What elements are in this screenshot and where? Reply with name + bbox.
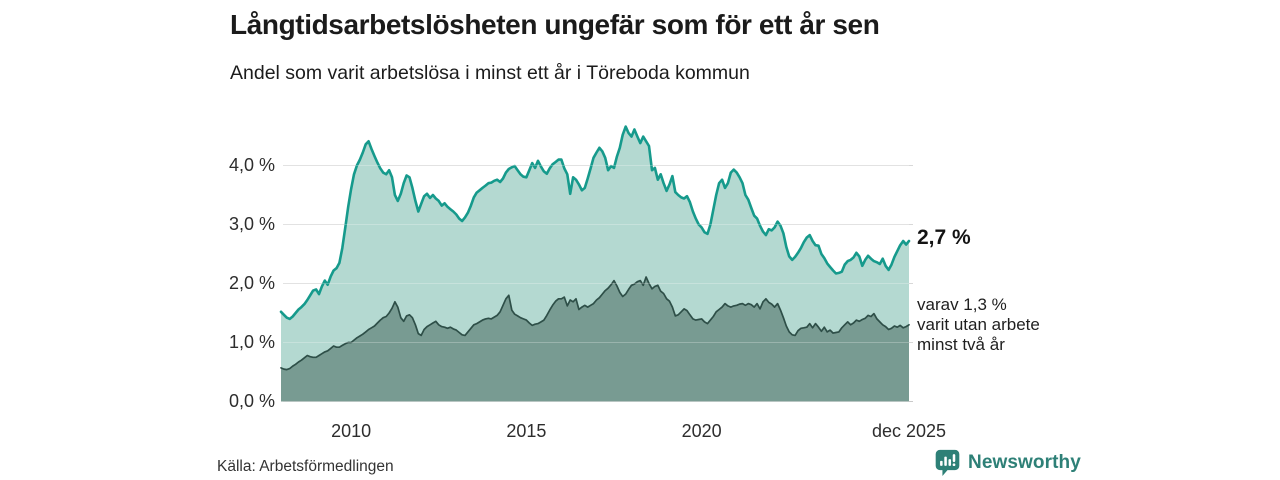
y-tick-label: 0,0 % <box>228 390 275 411</box>
series-line <box>279 125 911 321</box>
logo-bar-icon <box>944 456 947 466</box>
newsworthy-branding: Newsworthy <box>934 448 1081 477</box>
area-fill <box>281 277 909 402</box>
newsworthy-logo-icon <box>935 449 960 476</box>
series1-end-value-label: 2,7 % <box>917 226 971 249</box>
logo-exclamation-icon <box>952 454 956 463</box>
annotation-line: minst två år <box>917 335 1005 354</box>
source-attribution: Källa: Arbetsförmedlingen <box>217 458 394 475</box>
y-tick-label: 3,0 % <box>228 213 275 234</box>
newsworthy-logo-text: Newsworthy <box>968 451 1081 473</box>
y-tick-label: 4,0 % <box>228 154 275 175</box>
chart-subtitle: Andel som varit arbetslösa i minst ett å… <box>230 62 750 84</box>
logo-bar-icon <box>948 459 952 466</box>
series-line <box>280 276 910 371</box>
chart-title: Långtidsarbetslösheten ungefär som för e… <box>230 9 880 40</box>
y-tick-label: 2,0 % <box>228 272 275 293</box>
y-tick-label: 1,0 % <box>228 331 275 352</box>
logo-exclamation-dot-icon <box>952 463 956 467</box>
x-tick-label: 2010 <box>331 421 372 441</box>
annotation-line: varit utan arbete <box>917 315 1040 334</box>
annotation-line: varav 1,3 % <box>917 295 1007 314</box>
series2-end-value-label: varav 1,3 % varit utan arbete minst två … <box>917 295 1040 355</box>
x-tick-label: 2015 <box>506 421 547 441</box>
x-tick-label: dec 2025 <box>871 421 947 441</box>
x-tick-label: 2020 <box>681 421 722 441</box>
logo-bar-icon <box>940 460 943 466</box>
